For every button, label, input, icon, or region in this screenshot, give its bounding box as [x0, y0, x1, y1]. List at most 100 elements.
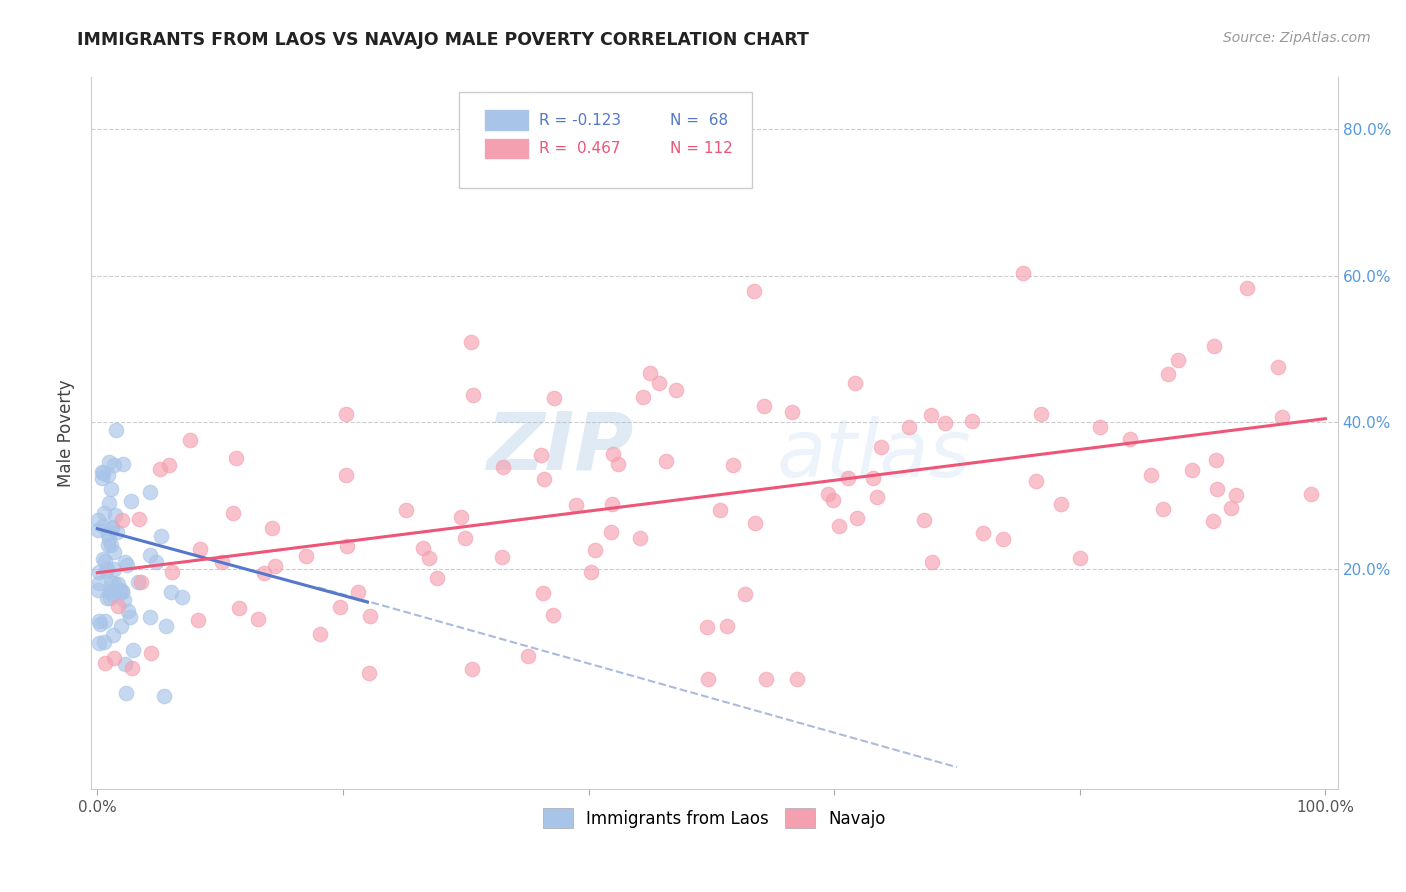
Point — [211, 555, 233, 569]
Point — [228, 601, 250, 615]
Point — [294, 549, 316, 563]
Point — [100, 575, 122, 590]
Point — [101, 587, 124, 601]
Point — [87, 513, 110, 527]
Point — [225, 450, 247, 465]
Point — [1012, 266, 1035, 280]
Point — [90, 471, 112, 485]
Point — [179, 434, 201, 448]
Point — [91, 465, 114, 479]
Point — [96, 591, 118, 605]
Point — [870, 440, 893, 454]
Point — [100, 482, 122, 496]
Point — [120, 494, 142, 508]
Point — [696, 672, 718, 686]
Point — [110, 619, 132, 633]
Text: Source: ZipAtlas.com: Source: ZipAtlas.com — [1223, 31, 1371, 45]
Point — [93, 506, 115, 520]
Point — [115, 558, 138, 572]
FancyBboxPatch shape — [458, 92, 752, 187]
Point — [335, 467, 357, 482]
Point — [655, 454, 678, 468]
Point — [221, 507, 243, 521]
Point — [1157, 367, 1180, 381]
Point — [110, 513, 132, 527]
Point — [114, 555, 136, 569]
Point — [531, 586, 554, 600]
Point — [87, 615, 110, 629]
Point — [709, 503, 731, 517]
Point — [734, 587, 756, 601]
Point — [260, 521, 283, 535]
Point — [530, 448, 553, 462]
Point — [253, 566, 276, 580]
Point — [97, 468, 120, 483]
Point — [114, 657, 136, 671]
Point — [828, 519, 851, 533]
Point — [127, 575, 149, 590]
Point — [87, 565, 110, 579]
Point — [308, 626, 330, 640]
FancyBboxPatch shape — [484, 138, 529, 160]
Point — [129, 575, 152, 590]
Point — [1236, 281, 1258, 295]
Point — [1205, 452, 1227, 467]
Point — [491, 459, 513, 474]
Point — [912, 513, 935, 527]
Point — [103, 458, 125, 472]
Point — [461, 662, 484, 676]
Point — [98, 532, 121, 546]
Point — [463, 388, 485, 402]
Point — [103, 544, 125, 558]
Point — [780, 405, 803, 419]
Point — [103, 562, 125, 576]
Point — [600, 525, 623, 540]
Point — [94, 657, 117, 671]
Point — [1119, 432, 1142, 446]
Point — [517, 648, 540, 663]
Point — [606, 457, 628, 471]
Point — [742, 285, 765, 299]
Point — [1139, 467, 1161, 482]
Point — [96, 538, 118, 552]
Point — [98, 585, 121, 599]
Point — [87, 583, 110, 598]
Point — [359, 666, 381, 681]
Point — [786, 672, 808, 686]
Point — [426, 571, 449, 585]
Point — [1029, 408, 1052, 422]
Point — [138, 609, 160, 624]
Text: atlas: atlas — [776, 416, 972, 493]
Point — [862, 471, 884, 485]
Point — [149, 462, 172, 476]
Point — [101, 521, 124, 535]
Point — [837, 471, 859, 485]
Y-axis label: Male Poverty: Male Poverty — [58, 379, 75, 487]
Point — [823, 492, 845, 507]
Point — [846, 510, 869, 524]
Point — [418, 551, 440, 566]
Point — [111, 584, 134, 599]
Point — [121, 661, 143, 675]
Text: R =  0.467: R = 0.467 — [538, 141, 620, 156]
Point — [1167, 352, 1189, 367]
Point — [541, 607, 564, 622]
Point — [263, 558, 285, 573]
Point — [648, 376, 671, 390]
Point — [96, 562, 118, 576]
Point — [108, 582, 131, 597]
Text: ZIP: ZIP — [486, 409, 633, 486]
Point — [93, 635, 115, 649]
Point — [335, 407, 357, 421]
Point — [921, 555, 943, 569]
Point — [454, 531, 477, 545]
Point — [145, 555, 167, 569]
Point — [600, 497, 623, 511]
Point — [638, 367, 661, 381]
Point — [139, 484, 162, 499]
Point — [696, 620, 718, 634]
Point — [114, 686, 136, 700]
Point — [1088, 420, 1111, 434]
Point — [97, 527, 120, 541]
Point — [533, 472, 555, 486]
